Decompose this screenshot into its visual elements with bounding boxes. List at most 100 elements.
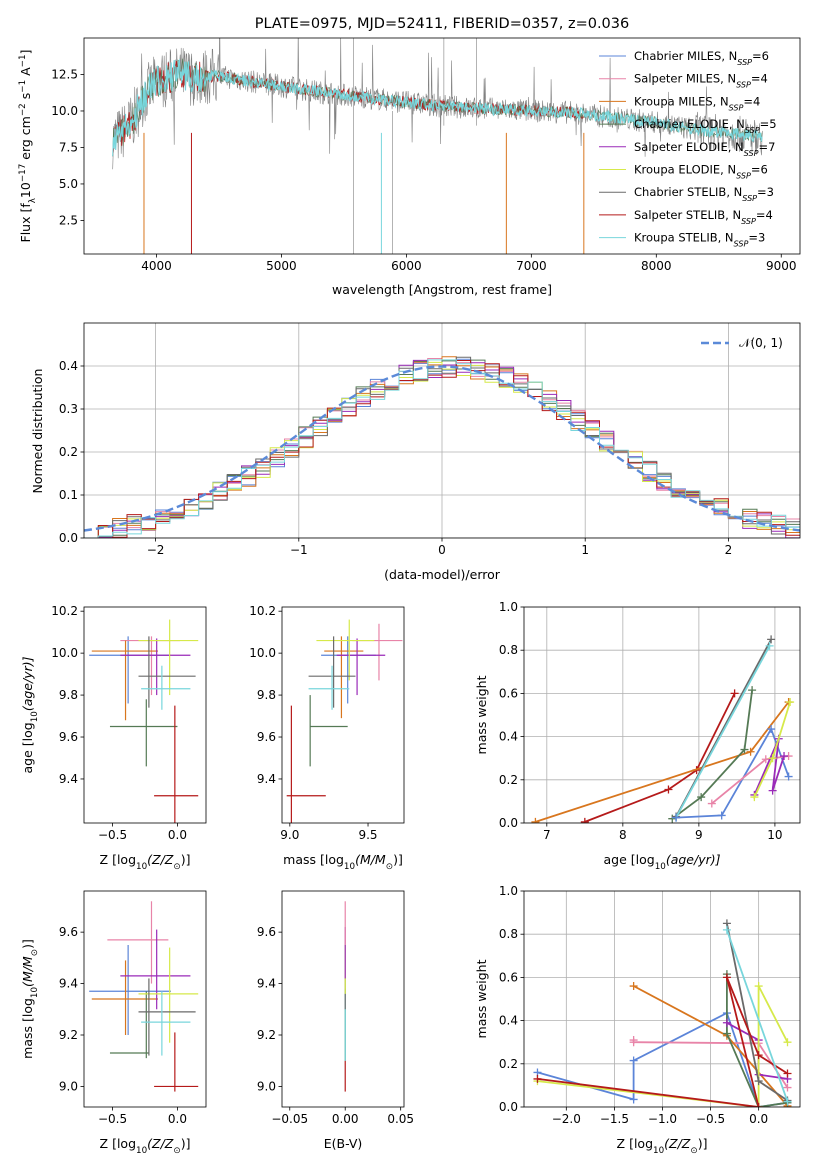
spectrum-ylabel-part: λ (28, 198, 38, 203)
spectrum-legend-label: Salpeter STELIB, NSSP=4 (634, 208, 773, 226)
mass_weight_vs_Z-series-line (726, 929, 789, 1102)
age_vs_Z-xlabel: Z [log10(Z/Z⊙)] (100, 852, 191, 872)
mass_weight_vs_Z-xtick-label: −1.5 (600, 1112, 629, 1126)
spectrum-legend-label-part: Salpeter MILES, N (634, 72, 736, 86)
mass_weight_vs_age-series-marker (580, 817, 589, 823)
spectrum-ylabel: Flux [fλ10−17 erg cm−2 s−1 A−1] (18, 50, 38, 243)
mass_vs_Z-frame (83, 890, 207, 1108)
mass_vs_Z-ylabel-part: (M/M (20, 956, 35, 987)
mass_weight_vs_age-ylabel-part: mass weight (474, 675, 489, 754)
mass_weight_vs_Z-series-marker (629, 1056, 638, 1065)
residuals-ytick-label: 0.3 (59, 402, 78, 416)
spectrum-legend-label: Chabrier STELIB, NSSP=3 (634, 185, 774, 203)
mass_weight_vs_Z-ytick-label: 0.0 (499, 1100, 518, 1114)
spectrum-legend-label: Salpeter ELODIE, NSSP=7 (634, 140, 775, 158)
spectrum-xtick-label: 4000 (141, 259, 172, 273)
spectrum-legend-label-part: Chabrier ELODIE, N (634, 117, 745, 131)
spectrum-plot-area (112, 38, 763, 254)
spectrum-legend-label-part: Salpeter STELIB, N (634, 208, 741, 222)
mass_weight_vs_age-ylabel: mass weight (474, 675, 489, 754)
spectrum-legend-label: Kroupa ELODIE, NSSP=6 (634, 163, 768, 181)
spectrum-legend-label-part: =6 (751, 163, 768, 177)
mass_weight_vs_Z-ytick-label: 0.4 (499, 1014, 518, 1028)
spectrum-legend: Chabrier MILES, NSSP=6 Salpeter MILES, N S… (599, 49, 777, 248)
spectrum-legend-label-part: Kroupa MILES, N (634, 94, 729, 108)
spectrum-ytick-label: 10.0 (51, 104, 78, 118)
spectrum-legend-label-part: =4 (751, 72, 768, 86)
mass_weight_vs_Z-series-marker (783, 1083, 792, 1092)
mass_vs_ebv-ytick-label: 9.4 (257, 977, 276, 991)
mass_weight_vs_Z-series-marker (629, 1038, 638, 1047)
mass_weight_vs_age-series-marker (531, 817, 540, 823)
mass_weight_vs_Z-axes: −2.0 −1.5 −1.0 −0.5 0.0 0.0 0.2 0.4 0.6 0.8 1.0 (499, 884, 801, 1126)
residuals-ytick-label: 0.1 (59, 488, 78, 502)
mass_vs_Z-xlabel-part: Z [log (100, 1136, 136, 1151)
normal-curve (84, 365, 800, 532)
spectrum-ytick-label: 12.5 (51, 67, 78, 81)
mass_vs_Z-ytick-label: 9.6 (59, 925, 78, 939)
mass_weight_vs_Z-frame (523, 890, 801, 1108)
spectrum-legend-label-part: Salpeter ELODIE, N (634, 140, 744, 154)
spectrum-model-line (112, 58, 763, 157)
mass_vs_ebv-ytick-label: 9.6 (257, 925, 276, 939)
mass_vs_ebv-ytick-label: 9.0 (257, 1079, 276, 1093)
age_vs_Z-plot-area (89, 619, 199, 823)
mass_weight_vs_Z-ytick-label: 0.6 (499, 970, 518, 984)
mass_weight_vs_Z-xtick-label: −1.0 (648, 1112, 677, 1126)
age_vs_mass-xlabel-part: )] (393, 852, 403, 867)
spectrum-xtick-label: 9000 (766, 259, 797, 273)
mass_weight_vs_age-series-marker (664, 785, 673, 794)
age_vs_mass-plot-area (286, 619, 403, 823)
mass_vs_Z-ytick-label: 9.2 (59, 1028, 78, 1042)
age_vs_mass-ytick-label: 10.2 (249, 604, 276, 618)
spectrum-legend-label: Chabrier MILES, NSSP=6 (634, 49, 769, 67)
age_vs_mass-ytick-label: 10.0 (249, 646, 276, 660)
mass_weight_vs_age-series-line (676, 726, 790, 819)
spectrum-legend-label-part: SSP (742, 194, 757, 203)
mass_weight_vs_Z-xlabel: Z [log10(Z/Z⊙)] (617, 1136, 708, 1156)
spectrum-ylabel-part: ] (18, 50, 33, 55)
residual-xlabel: (data-model)/error (384, 567, 501, 582)
mass_weight_vs_age-ytick-label: 0.8 (499, 643, 518, 657)
spectrum-axes: 4000 5000 6000 7000 8000 9000 2.5 5.0 7.5 10.0 12.… (51, 37, 801, 273)
mass_vs_ebv-xlabel-part: E(B-V) (324, 1136, 363, 1151)
mass_weight_vs_age-series-marker (780, 752, 789, 761)
mass_vs_Z-axes: −0.5 0.0 9.0 9.2 9.4 9.6 (59, 890, 207, 1126)
mass_weight_vs_Z-series-marker (629, 982, 638, 991)
residuals-xtick-label: 0 (438, 543, 446, 557)
mass_weight_vs_age-plot-area (524, 607, 800, 823)
mass_weight_vs_Z-series-marker (783, 1069, 792, 1078)
mass_vs_ebv-xtick-label: 0.05 (387, 1112, 414, 1126)
spectrum-legend-label: Kroupa STELIB, NSSP=3 (634, 231, 765, 249)
age_vs_mass-xtick-label: 9.0 (280, 828, 299, 842)
mass_weight_vs_age-xtick-label: 10 (767, 828, 782, 842)
mass_weight_vs_age-series-marker (786, 698, 795, 707)
mass_weight_vs_Z-ytick-label: 0.8 (499, 927, 518, 941)
age_vs_Z-xlabel-part: (Z/Z (147, 852, 174, 867)
mass_vs_Z-xlabel-part: ⊙ (173, 1146, 180, 1156)
residuals-ytick-label: 0.4 (59, 359, 78, 373)
age_vs_Z-ytick-label: 10.2 (51, 604, 78, 618)
residuals-plot-area (84, 323, 800, 538)
age_vs_mass-ytick-label: 9.4 (257, 772, 276, 786)
mass_weight_vs_Z-series-marker (722, 1029, 731, 1038)
mass_weight_vs_Z-series-marker (754, 1103, 763, 1107)
mass_weight_vs_Z-series-marker (722, 973, 731, 982)
mass_weight_vs_age-xlabel-part: (age/yr)] (666, 852, 721, 867)
residuals-axes: −2 −1 0 1 2 0.0 0.1 0.2 0.3 0.4 (59, 322, 801, 557)
spectrum-legend-label-part: SSP (736, 171, 751, 180)
spectrum-ylabel-part: A (18, 67, 33, 80)
mass_weight_vs_Z-series-marker (754, 1051, 763, 1060)
spectrum-data-line (112, 38, 763, 170)
age_vs_mass-axes: 9.0 9.5 9.4 9.6 9.8 10.0 10.2 (249, 604, 405, 842)
age_vs_Z-xlabel-part: ⊙ (173, 862, 180, 872)
residuals-xtick-label: 2 (725, 543, 733, 557)
age_vs_Z-ylabel-part: age [log (20, 722, 35, 773)
mass_weight_vs_Z-xlabel-part: Z [log (617, 1136, 653, 1151)
spectrum-legend-label-part: SSP (744, 148, 759, 157)
spectrum-legend-label-part: =4 (756, 208, 773, 222)
age_vs_Z-ytick-label: 9.6 (59, 730, 78, 744)
spectrum-legend-label-part: =3 (748, 231, 765, 245)
mass_weight_vs_age-series-marker (697, 793, 706, 802)
mass_weight_vs_age-ytick-label: 0.0 (499, 816, 518, 830)
